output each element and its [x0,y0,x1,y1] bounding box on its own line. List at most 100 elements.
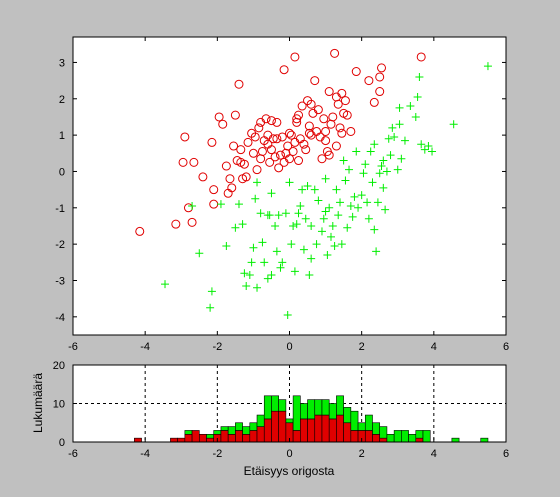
scatter-point-plus [384,134,393,143]
histogram-bar [364,430,373,443]
scatter-point-plus [424,142,433,151]
scatter-point-circle [304,121,314,131]
scatter-point-circle [351,67,361,77]
scatter-point-plus [234,200,243,209]
scatter-point-plus [321,207,330,216]
histogram-bar [379,426,388,439]
scatter-point-circle [285,154,294,164]
scatter-point-plus [370,225,379,234]
x-tick-label: -6 [68,341,78,353]
scatter-point-circle [330,48,340,58]
scatter-point-circle [180,132,190,142]
histogram-bar [343,407,352,424]
scatter-frame [72,36,507,336]
scatter-point-circle [294,156,304,166]
scatter-point-circle [275,150,285,160]
y-tick-label: -3 [55,275,65,287]
scatter-point-circle [261,114,271,124]
scatter-point-plus [420,145,429,154]
scatter-point-plus [299,245,308,254]
histogram-frame [72,364,507,443]
scatter-point-circle [313,105,323,115]
scatter-point-plus [253,283,262,292]
histogram-bar [328,418,337,443]
scatter-point-circle [304,128,314,138]
scatter-point-plus [240,269,249,278]
histogram-bar [191,430,200,443]
scatter-point-plus [348,212,357,221]
scatter-point-plus [249,243,258,252]
scatter-point-plus [395,103,404,112]
scatter-point-plus [222,241,231,250]
histogram-bar [321,399,330,416]
scatter-point-plus [379,183,388,192]
scatter-point-circle [198,172,208,182]
histogram-bar [307,399,316,420]
scatter-point-plus [281,209,290,218]
scatter-point-plus [292,220,301,229]
scatter-point-plus [321,174,330,183]
scatter-point-plus [411,112,420,121]
histogram-bar [227,433,236,443]
scatter-point-circle [328,112,338,122]
scatter-point-plus [415,72,424,81]
scatter-point-plus [363,198,372,207]
x-axis-label: Etäisyys origosta [244,464,335,478]
scatter-point-circle [340,96,350,106]
scatter-point-plus [361,160,370,169]
histogram-bar [263,395,272,420]
scatter-point-circle [187,217,197,227]
scatter-point-plus [238,220,247,229]
histogram-bar [336,395,344,416]
scatter-point-circle [286,130,296,140]
scatter-point-circle [297,101,307,111]
scatter-point-plus [271,221,280,230]
scatter-point-plus [393,165,402,174]
scatter-point-plus [336,198,345,207]
histogram-bar [170,437,178,443]
scatter-point-plus [406,102,415,111]
scatter-point-plus [357,191,366,200]
scatter-point-circle [324,87,334,97]
histogram-bar [343,422,352,443]
y-tick-label: 0 [59,437,65,449]
scatter-point-plus [319,214,328,223]
scatter-point-plus [390,132,399,141]
scatter-point-circle [270,152,280,162]
histogram-bar [422,430,431,443]
scatter-point-circle [230,110,240,120]
histogram-bar [220,430,229,443]
scatter-point-plus [216,200,225,209]
histogram-bar [379,437,388,443]
y-tick-label: -4 [55,312,65,324]
scatter-point-circle [277,132,287,142]
y-tick-label: 2 [59,94,65,106]
scatter-point-plus [428,147,437,156]
histogram-bar [256,414,265,427]
scatter-point-plus [245,271,254,280]
scatter-point-circle [250,132,260,142]
histogram-bar [213,430,222,435]
scatter-point-circle [135,226,145,236]
histogram-bar [372,422,381,435]
scatter-point-plus [373,198,382,207]
scatter-point-circle [288,146,298,156]
scatter-point-circle [268,134,278,144]
scatter-point-circle [333,99,343,109]
scatter-point-circle [321,136,331,146]
histogram-bar [292,395,301,431]
histogram-bar [256,426,265,443]
scatter-point-circle [248,148,258,158]
scatter-point-plus [285,178,294,187]
scatter-point-circle [342,110,352,120]
scatter-point-circle [274,163,284,173]
scatter-point-plus [314,196,323,205]
scatter-point-plus [330,241,339,250]
scatter-point-plus [289,221,298,230]
histogram-bar [350,430,359,443]
scatter-point-plus [400,136,409,145]
histogram-bar [480,437,489,443]
y-tick-label: 1 [59,130,65,142]
histogram-bar [314,399,323,416]
scatter-point-plus [265,211,274,220]
